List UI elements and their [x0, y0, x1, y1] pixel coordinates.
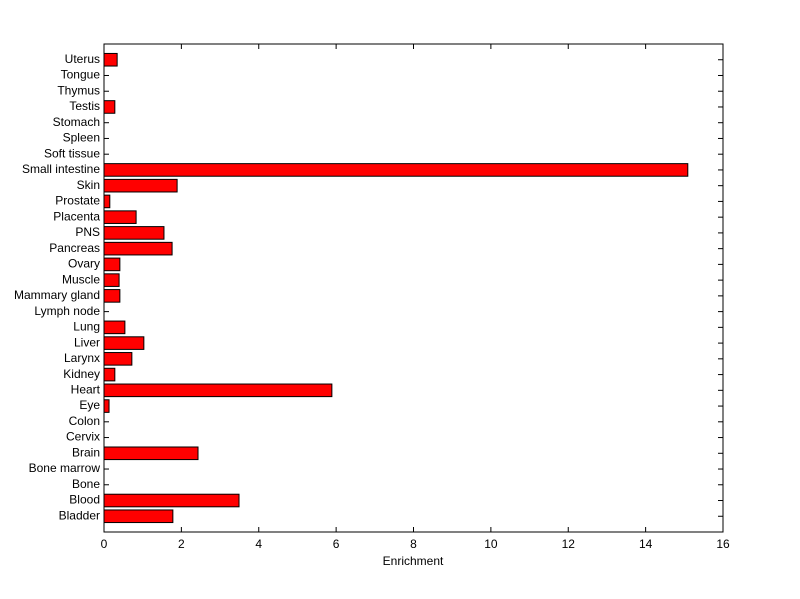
y-tick-label: Small intestine: [22, 162, 100, 176]
bar: [103, 320, 126, 335]
y-tick-label: Muscle: [62, 272, 100, 286]
bar: [103, 367, 116, 382]
x-tick-label: 12: [562, 537, 576, 551]
bar: [103, 100, 116, 114]
bar: [103, 289, 121, 303]
bar: [103, 163, 689, 177]
y-tick-label: Prostate: [55, 194, 100, 208]
bar: [103, 399, 110, 413]
y-tick-label: Cervix: [66, 430, 100, 444]
y-tick-label: Bone: [72, 477, 100, 491]
y-tick-label: Skin: [77, 178, 100, 192]
x-tick-label: 14: [639, 537, 653, 551]
y-tick-label: Lung: [73, 320, 100, 334]
plot-area: [103, 43, 724, 533]
y-tick-label: Uterus: [65, 52, 100, 66]
x-tick-label: 10: [484, 537, 498, 551]
y-tick-label: Lymph node: [34, 304, 100, 318]
x-axis-label: Enrichment: [383, 554, 444, 568]
y-tick-label: Liver: [74, 335, 100, 349]
y-tick-label: Tongue: [61, 68, 101, 82]
bar: [103, 446, 199, 461]
y-tick-label: Colon: [69, 414, 100, 428]
y-tick-label: Placenta: [53, 209, 100, 223]
bar: [103, 226, 165, 240]
bar: [103, 509, 174, 524]
y-tick-label: Pancreas: [49, 241, 100, 255]
y-tick-label: Soft tissue: [44, 146, 100, 160]
y-tick-label: PNS: [75, 225, 100, 239]
x-tick-label: 6: [333, 537, 340, 551]
bar: [103, 257, 121, 272]
x-tick-label: 0: [101, 537, 108, 551]
x-tick-label: 16: [716, 537, 730, 551]
x-tick-label: 4: [255, 537, 262, 551]
x-tick-label: 8: [410, 537, 417, 551]
bar: [103, 336, 145, 350]
y-tick-label: Mammary gland: [14, 288, 100, 302]
y-tick-label: Blood: [69, 493, 100, 507]
y-tick-label: Kidney: [63, 367, 100, 381]
y-tick-label: Ovary: [68, 257, 100, 271]
bar: [103, 352, 133, 366]
y-tick-label: Spleen: [63, 131, 100, 145]
y-tick-label: Testis: [69, 99, 100, 113]
y-tick-label: Eye: [79, 398, 100, 412]
y-tick-label: Bone marrow: [29, 461, 101, 475]
bar: [103, 194, 111, 209]
y-tick-label: Stomach: [53, 115, 100, 129]
bar: [103, 210, 137, 224]
y-tick-label: Brain: [72, 445, 100, 459]
bar: [103, 52, 118, 67]
bar: [103, 273, 120, 287]
bar: [103, 178, 178, 193]
x-tick-label: 2: [178, 537, 185, 551]
bar: [103, 241, 173, 256]
bar: [103, 493, 240, 508]
y-tick-label: Thymus: [57, 83, 100, 97]
bar: [103, 383, 333, 398]
y-tick-label: Larynx: [64, 351, 100, 365]
y-tick-label: Bladder: [59, 508, 100, 522]
y-tick-label: Heart: [71, 382, 101, 396]
